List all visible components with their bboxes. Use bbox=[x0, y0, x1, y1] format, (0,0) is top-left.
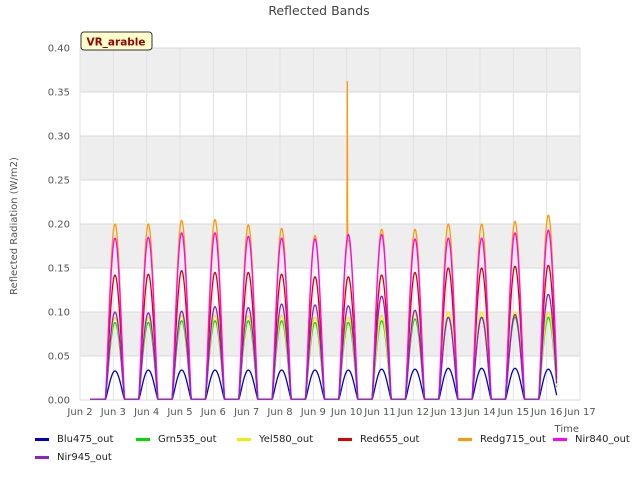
y-tick-label: 0.30 bbox=[48, 132, 70, 143]
legend-swatch bbox=[553, 438, 567, 441]
plot-bands bbox=[80, 48, 580, 356]
legend-label: Blu475_out bbox=[57, 434, 114, 445]
legend-item: Blu475_out bbox=[35, 434, 113, 445]
x-tick-label: Jun 6 bbox=[200, 407, 226, 418]
y-tick-label: 0.35 bbox=[48, 88, 70, 99]
x-tick-label: Jun 12 bbox=[397, 407, 430, 418]
chart-title: Reflected Bands bbox=[268, 3, 369, 18]
badge-text: VR_arable bbox=[86, 37, 145, 49]
x-tick-label: Jun 15 bbox=[497, 407, 530, 418]
x-tick-label: Jun 17 bbox=[563, 407, 596, 418]
legend-item: Red655_out bbox=[338, 434, 419, 445]
legend-label: Redg715_out bbox=[480, 434, 546, 445]
x-axis-label: Time bbox=[554, 424, 579, 435]
plot-band bbox=[80, 136, 580, 180]
x-tick-label: Jun 16 bbox=[530, 407, 563, 418]
legend-label: Yel580_out bbox=[259, 434, 314, 445]
x-tick-label: Jun 3 bbox=[100, 407, 126, 418]
legend-label: Grn535_out bbox=[158, 434, 217, 445]
y-tick-label: 0.05 bbox=[48, 352, 70, 363]
x-tick-label: Jun 14 bbox=[463, 407, 496, 418]
x-tick-label: Jun 7 bbox=[233, 407, 259, 418]
x-tick-label: Jun 2 bbox=[66, 407, 92, 418]
legend-swatch bbox=[35, 438, 49, 441]
y-axis-label: Reflected Radiation (W/m2) bbox=[9, 157, 20, 295]
y-tick-label: 0.25 bbox=[48, 176, 70, 187]
legend-item: Nir945_out bbox=[35, 452, 112, 463]
x-tick-label: Jun 4 bbox=[133, 407, 159, 418]
y-tick-labels: 0.00 0.05 0.10 0.15 0.20 0.25 0.30 0.35 0.40 bbox=[48, 44, 70, 407]
legend-swatch bbox=[35, 456, 49, 459]
plot-band bbox=[80, 48, 580, 92]
legend-item: Yel580_out bbox=[237, 434, 313, 445]
x-tick-label: Jun 9 bbox=[300, 407, 326, 418]
y-tick-label: 0.40 bbox=[48, 44, 70, 55]
x-tick-label: Jun 10 bbox=[330, 407, 363, 418]
legend-swatch bbox=[338, 438, 352, 441]
x-tick-label: Jun 5 bbox=[166, 407, 192, 418]
legend-label: Nir840_out bbox=[575, 434, 630, 445]
grid-lines bbox=[79, 47, 581, 401]
legend-swatch bbox=[458, 438, 472, 441]
y-tick-label: 0.20 bbox=[48, 220, 70, 231]
legend-swatch bbox=[237, 438, 251, 441]
plot-band bbox=[80, 224, 580, 268]
plot-band bbox=[80, 312, 580, 356]
legend-item: Redg715_out bbox=[458, 434, 546, 445]
x-tick-label: Jun 8 bbox=[266, 407, 292, 418]
y-tick-label: 0.15 bbox=[48, 264, 70, 275]
legend-item: Grn535_out bbox=[136, 434, 217, 445]
legend-item: Nir840_out bbox=[553, 434, 630, 445]
legend-label: Red655_out bbox=[360, 434, 420, 445]
vr-arable-badge: VR_arable bbox=[80, 31, 153, 51]
x-tick-label: Jun 13 bbox=[430, 407, 463, 418]
legend-label: Nir945_out bbox=[57, 452, 112, 463]
series-line-nir945-out bbox=[89, 293, 558, 400]
y-tick-label: 0.00 bbox=[48, 396, 70, 407]
series-layer bbox=[89, 80, 558, 400]
legend-swatch bbox=[136, 438, 150, 441]
x-tick-label: Jun 11 bbox=[363, 407, 396, 418]
x-tick-labels: Jun 2 Jun 3 Jun 4 Jun 5 Jun 6 Jun 7 Jun 8 Jun 9… bbox=[66, 407, 595, 418]
y-tick-label: 0.10 bbox=[48, 308, 70, 319]
